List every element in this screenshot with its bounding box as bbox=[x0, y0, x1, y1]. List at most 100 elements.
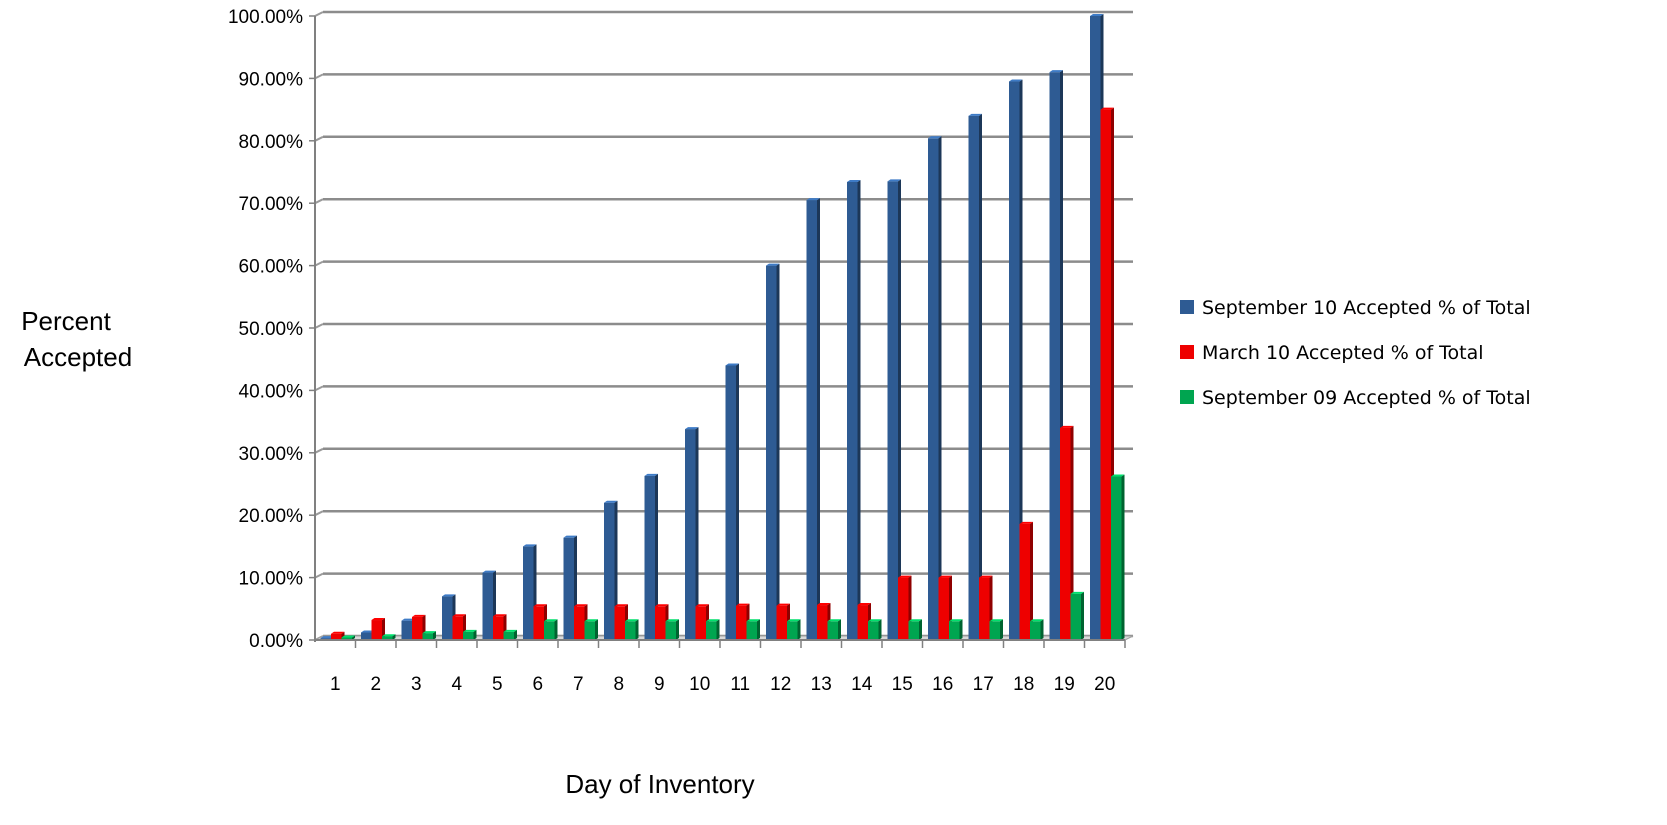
bar-side bbox=[979, 113, 982, 641]
bar-2-series-2 bbox=[371, 618, 385, 640]
bar-front bbox=[614, 606, 625, 640]
bar-front bbox=[584, 621, 595, 640]
bar-top bbox=[523, 544, 537, 547]
bar-front bbox=[1019, 523, 1030, 640]
bar-front bbox=[908, 621, 919, 640]
bar-top bbox=[736, 603, 750, 606]
bar-top bbox=[401, 618, 415, 621]
bar-19-series-3 bbox=[1070, 591, 1084, 640]
x-tick-label: 12 bbox=[770, 674, 791, 695]
bar-top bbox=[665, 619, 679, 622]
bar-front bbox=[604, 502, 615, 640]
bar-14-series-3 bbox=[868, 619, 882, 640]
gridline-side bbox=[314, 260, 324, 267]
bar-front bbox=[382, 636, 393, 640]
bar-13-series-1 bbox=[806, 198, 820, 640]
bar-front bbox=[1009, 81, 1020, 640]
bar-front bbox=[544, 621, 555, 640]
bar-top bbox=[1090, 14, 1104, 16]
bar-top bbox=[655, 604, 669, 607]
bar-top bbox=[1049, 70, 1063, 73]
bar-12-series-1 bbox=[766, 263, 780, 640]
bar-side bbox=[797, 619, 801, 640]
bar-side bbox=[1000, 619, 1003, 640]
bar-front bbox=[989, 621, 1000, 640]
bar-side bbox=[554, 619, 558, 640]
bar-front bbox=[685, 429, 696, 640]
bar-20-series-3 bbox=[1111, 474, 1125, 640]
bars bbox=[320, 14, 1125, 641]
bar-front bbox=[817, 605, 828, 640]
bar-front bbox=[331, 633, 342, 640]
bar-top bbox=[371, 618, 385, 621]
bar-side bbox=[676, 619, 679, 640]
bar-top bbox=[706, 619, 720, 622]
bar-front bbox=[422, 633, 433, 640]
bar-front bbox=[625, 621, 636, 640]
bar-18-series-2 bbox=[1019, 521, 1033, 640]
bar-side bbox=[716, 619, 720, 640]
bar-front bbox=[725, 365, 736, 640]
bar-top bbox=[989, 619, 1003, 622]
bar-side bbox=[392, 634, 396, 640]
bar-top bbox=[685, 427, 699, 430]
bar-top bbox=[908, 619, 922, 622]
bar-front bbox=[482, 572, 493, 640]
bar-11-series-3 bbox=[746, 619, 760, 640]
bar-top bbox=[806, 198, 820, 201]
x-tick-label: 15 bbox=[892, 674, 913, 695]
bar-side bbox=[1121, 474, 1125, 640]
bar-top bbox=[442, 594, 456, 597]
bar-top bbox=[341, 635, 355, 638]
bar-side bbox=[655, 473, 658, 640]
x-tick-label: 2 bbox=[370, 674, 381, 695]
bar-top bbox=[1030, 619, 1044, 622]
legend-label-september-09: September 09 Accepted % of Total bbox=[1202, 387, 1531, 409]
bar-top bbox=[766, 263, 780, 266]
bar-top bbox=[1060, 425, 1074, 428]
bar-side bbox=[635, 619, 639, 640]
y-tick-label: 0.00% bbox=[249, 631, 303, 652]
bar-front bbox=[341, 637, 352, 640]
bar-top bbox=[847, 179, 861, 182]
x-tick-label: 7 bbox=[573, 674, 584, 695]
y-tick-label: 50.00% bbox=[239, 319, 304, 340]
bar-10-series-1 bbox=[685, 427, 699, 640]
bar-12-series-3 bbox=[787, 619, 801, 640]
bar-front bbox=[1060, 427, 1071, 640]
x-tick-label: 13 bbox=[811, 674, 832, 695]
x-tick-label: 1 bbox=[330, 674, 341, 695]
bar-front bbox=[574, 606, 585, 640]
bar-front bbox=[1070, 593, 1081, 640]
bar-front bbox=[695, 606, 706, 640]
bar-front bbox=[1090, 16, 1101, 640]
bar-front bbox=[847, 181, 858, 640]
y-tick-label: 10.00% bbox=[239, 569, 304, 590]
bar-9-series-1 bbox=[644, 473, 658, 640]
x-tick-label: 3 bbox=[411, 674, 422, 695]
bar-17-series-3 bbox=[989, 619, 1003, 640]
bar-top bbox=[938, 575, 952, 578]
bar-side bbox=[1070, 425, 1074, 640]
bar-top bbox=[1100, 107, 1114, 110]
bar-top bbox=[361, 630, 375, 633]
bar-front bbox=[533, 606, 544, 640]
legend-swatch-september-09 bbox=[1180, 390, 1194, 404]
bar-front bbox=[523, 546, 534, 640]
bar-4-series-3 bbox=[463, 629, 477, 640]
bar-top bbox=[887, 179, 901, 182]
bar-front bbox=[766, 265, 777, 640]
gridline-side bbox=[314, 323, 324, 329]
gridline-side bbox=[314, 73, 324, 80]
bar-front bbox=[979, 577, 990, 640]
y-tick-label: 90.00% bbox=[239, 69, 304, 90]
bar-side bbox=[695, 427, 699, 640]
y-axis-title-line-1: Percent bbox=[21, 306, 111, 336]
gridline-side bbox=[314, 447, 324, 454]
bar-side bbox=[757, 619, 760, 640]
bar-top bbox=[604, 500, 618, 503]
bar-top bbox=[1070, 591, 1084, 594]
bar-side bbox=[514, 629, 517, 640]
bar-front bbox=[968, 115, 979, 641]
x-tick-label: 8 bbox=[613, 674, 624, 695]
